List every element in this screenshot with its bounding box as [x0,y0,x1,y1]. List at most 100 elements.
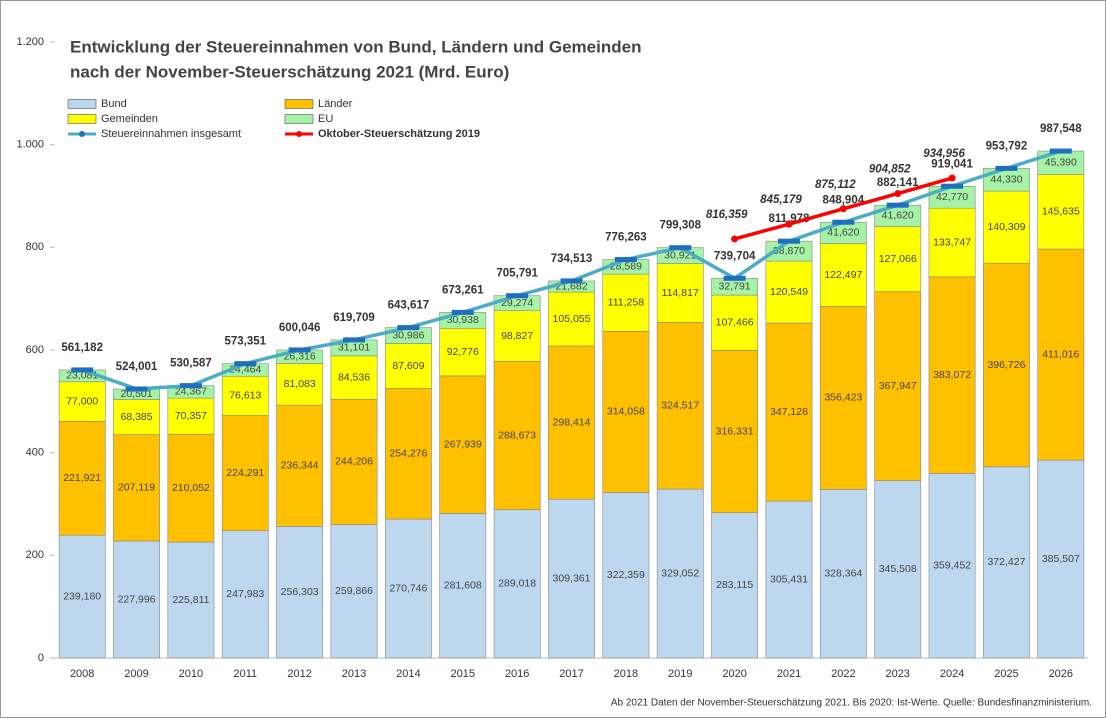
data-label: 247,983 [226,588,264,600]
data-label: 919,041 [931,158,973,170]
bar-segment [276,363,324,406]
marker [397,325,420,331]
marker [343,337,366,343]
data-label: 289,018 [498,578,536,590]
data-label: 81,083 [284,378,316,390]
data-label: 324,517 [661,400,699,412]
data-label: 705,791 [496,268,538,280]
data-label: 411,016 [1042,348,1079,360]
y-tick-label: 800 [26,241,44,253]
legend-swatch [284,99,314,109]
data-label: 24,367 [175,386,207,398]
data-label: 120,549 [770,286,808,298]
bar-segment [983,466,1030,659]
data-label: 288,673 [498,429,536,441]
data-label: 322,359 [607,569,645,581]
bar-segment [819,243,867,307]
data-label: 347,128 [770,406,808,418]
data-label: 256,303 [281,586,319,598]
data-label: 953,792 [986,140,1028,152]
data-label: 530,587 [170,358,212,370]
y-tick-label: 1.000 [16,139,44,151]
chart-title: Entwicklung der Steuereinnahmen von Bund… [70,37,641,56]
marker [886,202,909,208]
bar-segment [58,421,106,536]
x-tick-label: 2020 [722,668,746,680]
x-tick-label: 2025 [994,668,1018,680]
bar-segment [602,492,650,659]
data-label: 270,746 [389,582,427,594]
bar-segment [765,260,813,324]
legend-label: Steuereinnahmen insgesamt [101,128,241,140]
data-label: 32,791 [719,280,751,292]
bar-segment [113,434,160,542]
data-label: 133,747 [933,236,971,248]
data-label: 31,101 [338,342,370,354]
data-label: 92,776 [447,346,479,358]
bar-segment [928,207,976,278]
bar-segment [711,349,759,513]
bar-segment [983,190,1030,264]
bar-segment [928,473,976,659]
data-label: 396,726 [987,359,1025,371]
data-label: 739,704 [714,250,756,262]
marker [506,293,529,299]
bar-segment [330,355,378,400]
bar-segment [874,226,922,293]
legend-label: Länder [318,98,353,110]
data-label: 44,330 [990,174,1022,186]
data-label: 619,709 [333,312,375,324]
x-tick-label: 2009 [124,668,148,680]
data-label: 227,996 [118,593,156,605]
marker [71,367,94,373]
data-label: 799,308 [659,220,701,232]
bar-segment [1037,248,1085,461]
data-label: 122,497 [824,269,862,281]
data-label: 356,423 [824,392,862,404]
data-label: 281,608 [444,580,482,592]
x-tick-label: 2015 [451,668,475,680]
data-label: 111,258 [608,297,645,309]
data-label: 224,291 [226,467,264,479]
bar-segment [167,541,215,659]
x-tick-label: 2013 [342,668,366,680]
data-label: 345,508 [879,563,917,575]
legend-label: Bund [101,98,127,110]
chart-title: nach der November-Steuerschätzung 2021 (… [70,62,509,81]
data-label: 254,276 [389,448,427,460]
data-label: 875,112 [815,179,856,191]
marker [995,165,1018,171]
x-tick-label: 2026 [1049,668,1073,680]
data-label: 934,956 [923,148,965,160]
bar-segment [493,509,541,659]
bar-segment [711,294,759,351]
data-label: 98,827 [501,330,533,342]
data-label: 45,390 [1045,156,1077,168]
marker [948,174,956,182]
data-label: 561,182 [61,342,103,354]
data-label: 314,058 [607,406,645,418]
legend-swatch [296,131,302,137]
bar-segment [58,534,106,659]
data-label: 904,852 [869,164,911,176]
data-label: 329,052 [661,567,699,579]
bar-segment [983,262,1030,468]
bar-segment [276,404,324,527]
bar-segment [656,322,704,490]
data-label: 114,817 [662,287,699,299]
data-label: 848,904 [823,194,865,206]
y-tick-label: 600 [26,344,44,356]
marker [723,275,746,281]
x-tick-label: 2008 [70,668,94,680]
bar-segment [656,488,704,659]
y-tick-label: 1.200 [16,36,44,48]
data-label: 84,536 [338,371,370,383]
data-label: 41,620 [882,210,914,222]
data-label: 30,938 [447,314,479,326]
data-label: 244,206 [335,456,373,468]
data-label: 383,072 [933,369,971,381]
bar-segment [330,524,378,659]
marker [234,361,257,367]
bar-segment [819,489,867,659]
